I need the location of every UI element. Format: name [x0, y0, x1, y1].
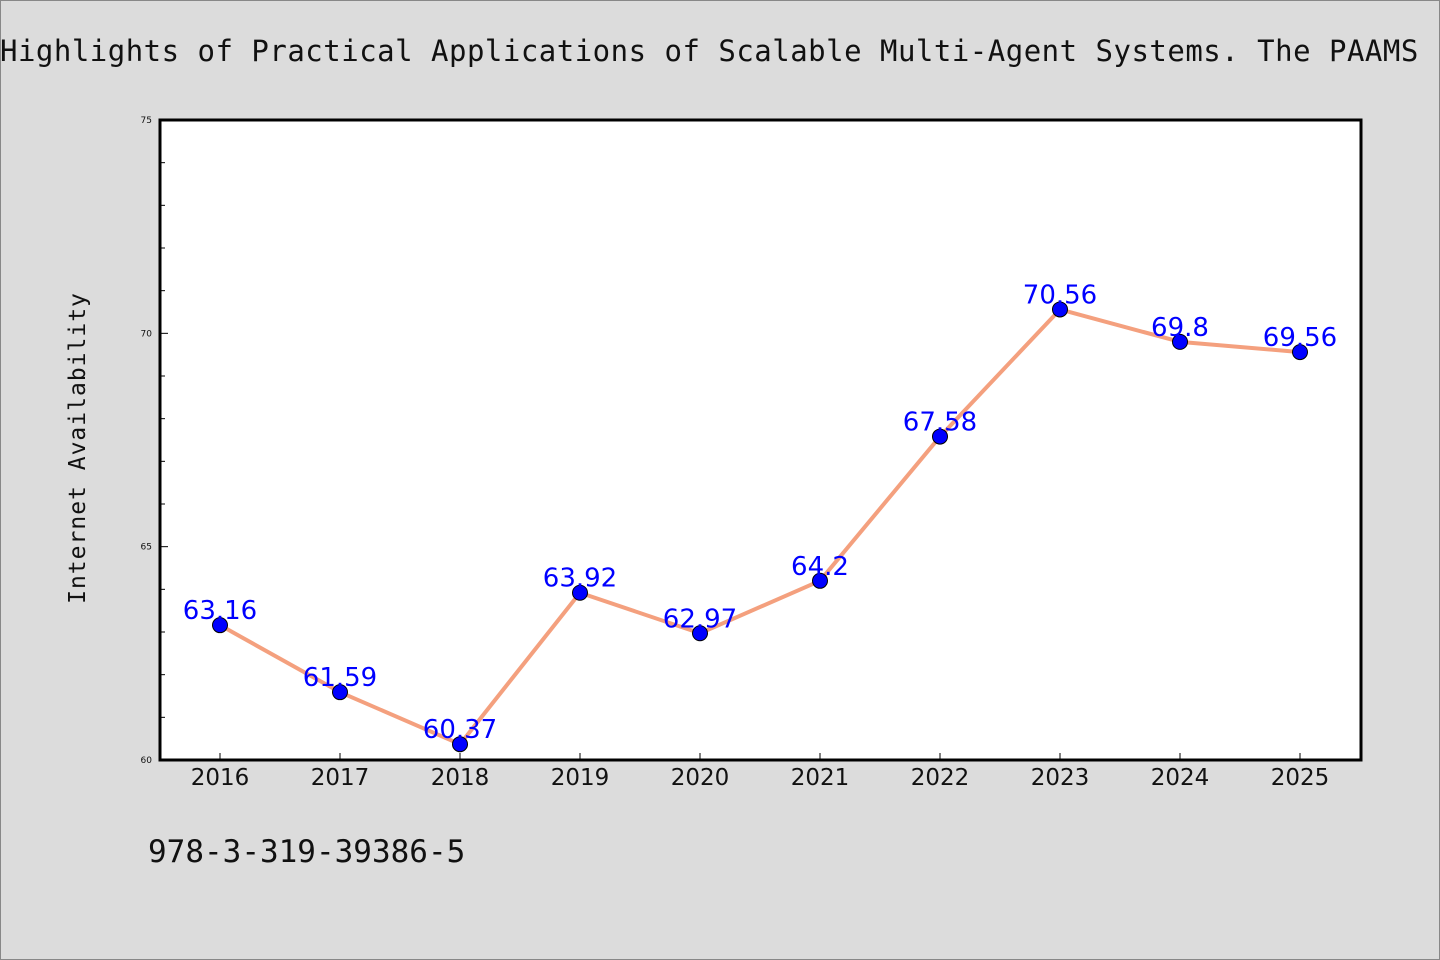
data-label: 64.2 [791, 552, 849, 582]
data-label: 69.8 [1151, 313, 1209, 343]
y-axis-label: Internet Availability [65, 292, 91, 604]
data-point [332, 684, 348, 701]
data-point [452, 736, 468, 753]
data-label: 63.92 [543, 564, 617, 594]
data-point [1292, 344, 1308, 361]
x-tick-label: 2018 [431, 765, 490, 791]
data-label: 69.56 [1263, 323, 1337, 353]
data-point [1052, 301, 1068, 318]
x-tick-label: 2025 [1271, 765, 1330, 791]
y-tick-label: 75 [141, 116, 152, 126]
data-label: 67.58 [903, 408, 977, 438]
x-tick-label: 2024 [1151, 765, 1210, 791]
x-tick-label: 2023 [1031, 765, 1090, 791]
data-label: 60.37 [423, 715, 497, 745]
plot-area [160, 120, 1361, 760]
y-tick-label: 60 [141, 756, 153, 766]
chart-title: Highlights of Practical Applications of … [0, 34, 1419, 68]
data-point [572, 584, 588, 601]
x-axis: 2016 2017 2018 2019 2020 2021 2022 2023 2024 2025 [191, 753, 1330, 791]
data-label: 70.56 [1023, 280, 1097, 310]
x-tick-label: 2021 [791, 765, 850, 791]
data-label: 63.16 [183, 596, 257, 626]
series-layer [212, 301, 1308, 753]
data-point [812, 572, 828, 589]
plot-border [158, 118, 1363, 762]
data-point [1172, 333, 1188, 350]
y-tick-label: 65 [141, 543, 152, 553]
x-tick-label: 2022 [911, 765, 970, 791]
data-point [692, 625, 708, 642]
x-tick-label: 2019 [551, 765, 610, 791]
x-tick-label: 2016 [191, 765, 250, 791]
data-label: 61.59 [303, 663, 377, 693]
series-line [218, 307, 1302, 747]
x-tick-label: 2017 [311, 765, 370, 791]
data-label-layer: 63.16 61.59 60.37 63.92 62.97 64.2 67.58 70.56 6… [183, 280, 1337, 745]
x-tick-label: 2020 [671, 765, 730, 791]
data-point [212, 617, 228, 634]
data-label: 62.97 [663, 604, 737, 634]
y-tick-label: 70 [141, 329, 153, 339]
data-point [932, 428, 948, 445]
isbn-label: 978-3-319-39386-5 [148, 834, 466, 870]
